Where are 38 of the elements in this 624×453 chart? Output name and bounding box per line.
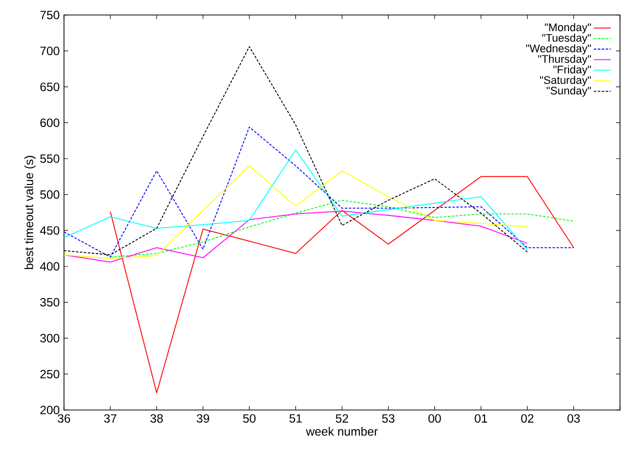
y-tick-label: 400 <box>40 262 60 271</box>
x-tick-label: 38 <box>150 414 163 423</box>
y-tick-label: 200 <box>40 406 60 414</box>
x-tick-label: 37 <box>104 414 116 423</box>
y-tick-label: 700 <box>40 46 60 56</box>
x-axis-title: week number <box>306 426 378 436</box>
x-tick-label: 00 <box>428 414 441 423</box>
legend-label: "Sunday" <box>546 86 591 97</box>
line-series <box>64 126 574 258</box>
x-tick-label: 01 <box>474 414 488 423</box>
line-series <box>110 200 574 258</box>
legend-label: "Monday" <box>544 23 591 34</box>
y-tick-label: 650 <box>40 82 60 92</box>
legend-label: "Wednesday" <box>526 44 591 54</box>
y-tick-label: 450 <box>40 226 60 235</box>
y-tick-label: 500 <box>40 190 60 199</box>
legend-label: "Tuesday" <box>542 34 591 44</box>
x-tick-label: 53 <box>382 414 394 423</box>
y-tick-label: 600 <box>40 118 60 127</box>
x-tick-label: 51 <box>289 414 302 423</box>
legend-label: "Thursday" <box>538 54 591 66</box>
y-tick-label: 300 <box>40 334 60 342</box>
y-axis-title: best timeout value (s) <box>24 156 36 270</box>
x-tick-label: 36 <box>58 414 70 423</box>
y-tick-label: 550 <box>40 154 60 163</box>
line-series <box>64 165 528 259</box>
legend-label: "Friday" <box>553 65 591 76</box>
line-series <box>110 176 574 394</box>
y-tick-label: 750 <box>40 10 60 20</box>
x-tick-label: 39 <box>196 414 210 423</box>
legend-label: "Saturday" <box>540 76 591 86</box>
line-series <box>64 150 528 250</box>
y-tick-label: 350 <box>40 298 60 307</box>
x-tick-label: 02 <box>521 414 534 423</box>
x-tick-label: 50 <box>243 414 256 423</box>
x-tick-label: 03 <box>567 414 580 423</box>
x-tick-label: 52 <box>336 414 348 423</box>
y-tick-label: 250 <box>40 370 60 378</box>
